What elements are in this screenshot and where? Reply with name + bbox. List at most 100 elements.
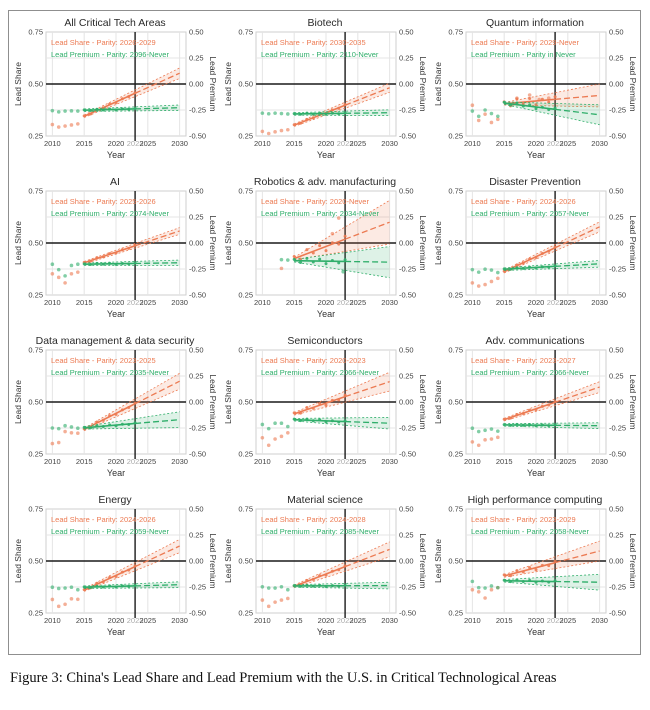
fitted-point xyxy=(547,265,551,269)
observed-point xyxy=(279,434,284,439)
x-axis-tick: 2025 xyxy=(559,616,576,625)
fitted-point xyxy=(114,574,118,578)
fitted-point xyxy=(330,569,334,573)
observed-point xyxy=(260,111,265,115)
right-axis-label: Lead Premium xyxy=(208,215,218,270)
panel-title: Material science xyxy=(287,494,363,506)
fitted-point xyxy=(534,568,538,572)
left-axis-tick: 0.50 xyxy=(28,557,43,566)
right-axis-tick: -0.25 xyxy=(189,106,206,115)
fitted-point xyxy=(343,258,347,262)
trend-line-projection xyxy=(134,72,180,94)
legend-lead-share: Lead Share - Parity: 2023-2027 xyxy=(471,356,576,365)
fitted-point xyxy=(534,580,538,584)
x-axis-tick: 2023 xyxy=(547,457,564,466)
right-axis-tick: 0.50 xyxy=(399,28,414,37)
fitted-point xyxy=(101,108,105,112)
trend-line-projection xyxy=(344,221,390,240)
observed-point xyxy=(56,426,61,431)
fitted-point xyxy=(101,418,105,422)
observed-point xyxy=(260,598,265,602)
trend-line-projection xyxy=(345,112,390,114)
fitted-point xyxy=(509,574,513,578)
right-axis-label: Lead Premium xyxy=(628,374,638,429)
left-axis-tick: 0.50 xyxy=(238,557,253,566)
fitted-point xyxy=(127,107,131,111)
observed-point xyxy=(496,585,500,590)
fitted-point xyxy=(343,419,347,423)
right-axis-tick: 0.00 xyxy=(399,239,414,248)
observed-point xyxy=(489,279,494,284)
fitted-point xyxy=(515,101,519,105)
fitted-point xyxy=(318,244,322,248)
fitted-point xyxy=(502,100,506,104)
fitted-point xyxy=(534,107,538,111)
x-axis-tick: 2030 xyxy=(171,616,188,625)
observed-point xyxy=(279,598,284,602)
panel-title: Robotics & adv. manufacturing xyxy=(254,176,396,188)
fitted-point xyxy=(534,424,538,428)
chart-panel-biotech: Biotech Lead Share - Parity: 2030-2035 Lea… xyxy=(220,14,430,173)
fitted-point xyxy=(292,112,296,116)
fitted-point xyxy=(324,249,328,253)
x-axis-tick: 2010 xyxy=(44,139,61,148)
fitted-point xyxy=(305,256,309,260)
left-axis-tick: 0.25 xyxy=(448,609,463,618)
fitted-point xyxy=(89,263,93,267)
observed-point xyxy=(260,129,265,134)
fitted-point xyxy=(553,245,557,249)
trend-line-projection xyxy=(134,545,180,568)
fitted-point xyxy=(509,416,513,420)
right-axis-tick: 0.50 xyxy=(609,346,624,355)
observed-point xyxy=(266,111,271,116)
observed-point xyxy=(286,587,290,592)
fitted-point xyxy=(127,95,131,99)
chart-panel-semiconductors: Semiconductors Lead Share - Parity: 2020-… xyxy=(220,332,430,491)
observed-point xyxy=(50,108,55,113)
left-axis-tick: 0.25 xyxy=(28,291,43,300)
x-axis-tick: 2010 xyxy=(254,298,271,307)
fitted-point xyxy=(127,423,131,427)
fitted-point xyxy=(95,424,99,428)
observed-point xyxy=(483,428,487,433)
right-axis-tick: 0.50 xyxy=(399,187,414,196)
fitted-point xyxy=(299,121,303,125)
observed-point xyxy=(476,429,481,434)
x-axis-label: Year xyxy=(107,150,125,160)
observed-point xyxy=(341,269,345,274)
trend-line-projection xyxy=(554,550,600,564)
fitted-point xyxy=(133,106,137,110)
left-axis-tick: 0.75 xyxy=(238,187,253,196)
fitted-point xyxy=(337,106,341,110)
fitted-point xyxy=(553,579,557,583)
fitted-point xyxy=(547,564,551,568)
fitted-point xyxy=(330,584,334,588)
observed-point xyxy=(489,111,494,116)
x-axis-tick: 2010 xyxy=(464,616,481,625)
observed-point xyxy=(63,109,67,113)
fitted-point xyxy=(133,421,137,425)
trend-line-projection xyxy=(345,260,390,263)
right-axis-tick: 0.00 xyxy=(609,557,624,566)
fitted-point xyxy=(324,112,328,116)
plot-svg-material-science: Material science Lead Share - Parity: 202… xyxy=(223,494,428,637)
fitted-point xyxy=(330,108,334,112)
fitted-point xyxy=(521,570,525,574)
right-axis-label: Lead Premium xyxy=(208,374,218,429)
left-axis-tick: 0.75 xyxy=(28,28,43,37)
x-axis-tick: 2023 xyxy=(127,298,144,307)
left-axis-label: Lead Share xyxy=(223,380,233,424)
observed-point xyxy=(279,128,284,133)
fitted-point xyxy=(95,584,99,588)
fitted-point xyxy=(292,417,296,421)
left-axis-tick: 0.50 xyxy=(238,398,253,407)
panel-title: All Critical Tech Areas xyxy=(64,17,165,29)
right-axis-label: Lead Premium xyxy=(418,56,428,111)
panel-title: Adv. communications xyxy=(485,335,584,347)
legend-lead-premium: Lead Premium - Parity: 2057-Never xyxy=(471,209,589,218)
observed-point xyxy=(527,93,532,97)
fitted-point xyxy=(305,583,309,587)
fitted-point xyxy=(509,267,513,271)
right-axis-tick: 0.00 xyxy=(189,398,204,407)
plot-svg-semiconductors: Semiconductors Lead Share - Parity: 2020-… xyxy=(223,335,428,478)
